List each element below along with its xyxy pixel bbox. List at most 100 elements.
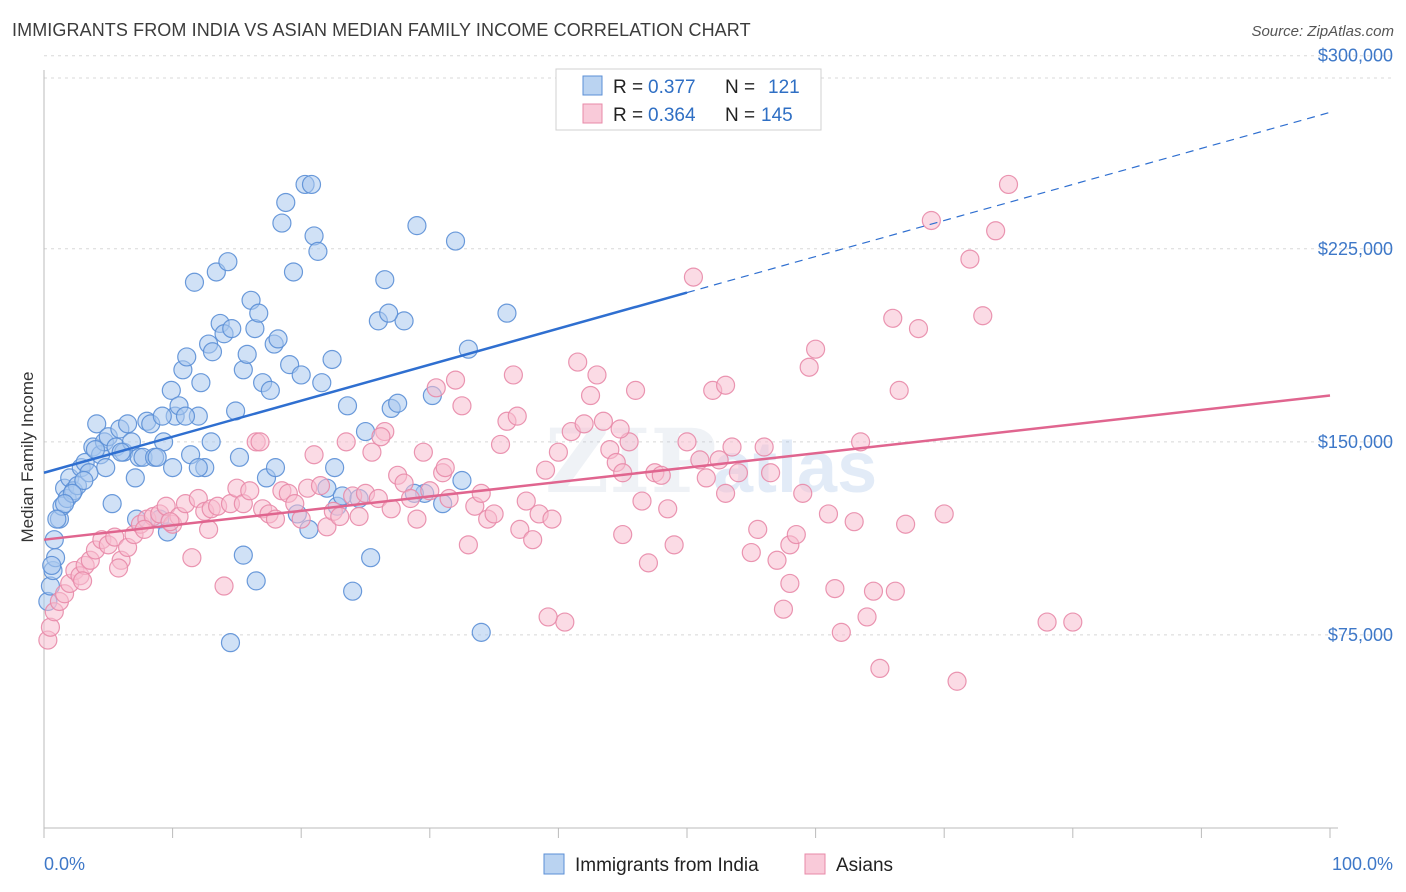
data-point [484,504,504,524]
data-point [222,319,242,339]
data-point [998,174,1019,195]
data-point [632,491,652,511]
bottom-asian-label: Asians [836,855,893,876]
data-point [330,506,350,527]
data-point [613,463,633,483]
data-point [371,427,391,447]
data-point [108,558,129,578]
data-point [625,380,646,400]
data-point [361,548,381,568]
data-point [677,432,697,452]
asian-r-value: 0.364 [648,105,696,126]
y-tick-label: $300,000 [1318,46,1393,66]
data-point [885,581,905,601]
bottom-india-swatch [543,853,565,875]
data-point [182,548,202,568]
data-point [548,442,569,462]
data-point [844,512,864,532]
data-point [42,555,62,576]
data-point [638,553,659,573]
data-point [857,607,877,627]
data-point [773,599,794,619]
data-point [304,445,324,465]
data-point [748,519,768,539]
data-point [799,357,819,377]
data-point [516,491,536,511]
data-point [818,504,839,524]
data-point [375,270,395,290]
data-point [250,432,270,452]
data-point [851,432,871,452]
data-point [986,221,1006,241]
data-point [497,303,517,323]
data-point [510,519,530,539]
data-point [471,483,491,503]
chart-source: Source: ZipAtlas.com [1251,23,1394,40]
data-point [102,494,122,514]
data-point [435,458,455,478]
data-point [283,262,304,282]
chart-title: IMMIGRANTS FROM INDIA VS ASIAN MEDIAN FA… [12,20,751,40]
data-point [54,494,75,514]
data-point [268,329,288,349]
data-point [325,458,345,478]
data-point [1063,612,1083,632]
data-point [312,373,332,393]
bottom-india-label: Immigrants from India [575,855,759,876]
india-n-value: 121 [768,77,800,98]
data-point [407,509,427,529]
data-point [260,380,280,400]
data-point [246,571,266,591]
data-point [947,671,967,691]
data-point [426,378,446,398]
data-point [696,468,716,488]
data-point [147,447,167,467]
stats-legend: R = 0.377 N = 121 R = 0.364 N = 145 [555,68,822,131]
data-point [973,306,993,326]
data-point [908,319,929,339]
data-point [163,458,183,478]
data-point [322,349,342,370]
data-point [445,231,466,251]
asian-legend-swatch [582,103,603,124]
data-point [388,393,408,413]
data-point [507,406,527,426]
data-point [301,174,322,195]
data-point [349,506,369,527]
y-tick-label: $225,000 [1318,239,1393,259]
data-point [310,476,331,496]
data-point [407,216,427,236]
y-tick-label: $150,000 [1318,432,1393,452]
data-point [889,380,909,400]
data-point [580,385,601,406]
data-point [343,581,363,601]
data-point [490,434,511,455]
data-point [152,406,172,426]
data-point [201,432,221,452]
data-point [754,437,774,457]
data-point [160,512,180,532]
data-point [240,481,260,501]
x-tick-label-max: 100.0% [1332,854,1393,874]
india-trend-extension [686,111,1331,294]
india-legend-swatch [582,75,603,96]
data-point [220,633,241,653]
data-point [1037,612,1057,632]
data-point [538,607,558,627]
india-trend-line [43,291,688,474]
data-point [683,267,704,287]
asian-n-label: N = [725,105,755,126]
data-point [249,303,269,323]
data-point [337,396,358,416]
data-point [471,622,491,642]
y-axis-title: Median Family Income [18,371,37,542]
data-point [805,339,826,359]
data-point [184,272,205,292]
data-point [780,573,800,594]
series-legend: Immigrants from India Asians [543,853,893,876]
bottom-asian-swatch [804,853,826,875]
data-point [47,509,67,529]
data-point [237,344,257,364]
data-point [458,535,478,555]
